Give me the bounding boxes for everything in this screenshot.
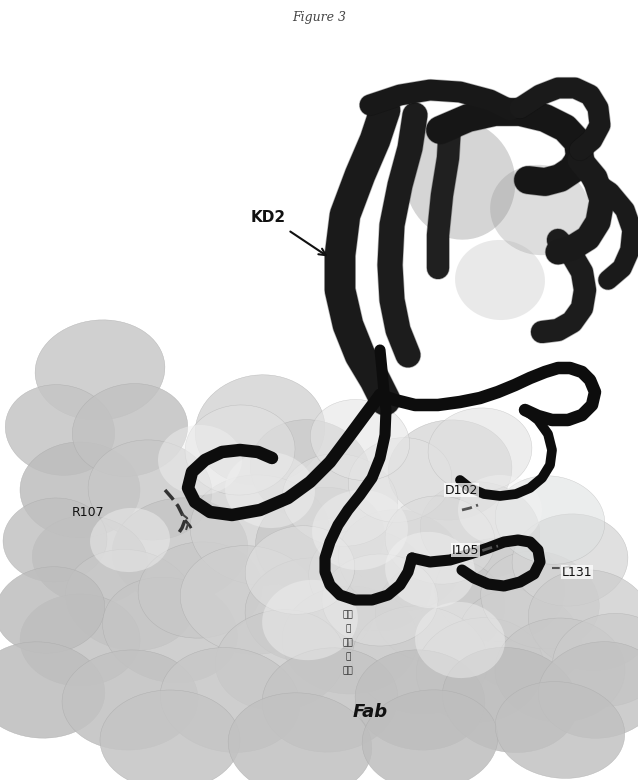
Ellipse shape (495, 618, 625, 722)
Ellipse shape (185, 405, 295, 495)
Ellipse shape (428, 408, 532, 492)
Ellipse shape (195, 374, 325, 485)
Ellipse shape (404, 120, 516, 239)
Ellipse shape (362, 690, 498, 780)
Ellipse shape (388, 420, 512, 520)
Ellipse shape (262, 648, 398, 752)
Ellipse shape (311, 399, 410, 480)
Text: ジス: ジス (343, 611, 353, 619)
Ellipse shape (0, 567, 105, 654)
Ellipse shape (282, 586, 418, 694)
Text: Figure 3: Figure 3 (292, 12, 346, 24)
Ellipse shape (528, 569, 638, 670)
Ellipse shape (88, 440, 212, 540)
Ellipse shape (62, 650, 198, 750)
Ellipse shape (490, 165, 590, 255)
Ellipse shape (190, 475, 330, 585)
Text: 結橋: 結橋 (343, 666, 353, 675)
Ellipse shape (250, 420, 370, 520)
Ellipse shape (480, 551, 599, 649)
Ellipse shape (160, 647, 300, 753)
Ellipse shape (282, 454, 397, 546)
Ellipse shape (245, 526, 355, 614)
Ellipse shape (415, 602, 505, 678)
Text: ド: ド (345, 653, 351, 661)
Ellipse shape (66, 549, 195, 651)
Text: フィ: フィ (343, 639, 353, 647)
Ellipse shape (435, 538, 565, 642)
Ellipse shape (355, 650, 485, 750)
Ellipse shape (20, 442, 140, 538)
Ellipse shape (348, 438, 452, 523)
Ellipse shape (138, 542, 262, 638)
Text: L131: L131 (562, 566, 593, 579)
Ellipse shape (158, 425, 242, 495)
Text: D102: D102 (445, 484, 478, 497)
Ellipse shape (72, 384, 188, 477)
Ellipse shape (495, 682, 625, 778)
Ellipse shape (442, 647, 577, 753)
Ellipse shape (455, 240, 545, 320)
Ellipse shape (512, 514, 628, 606)
Ellipse shape (375, 558, 505, 662)
Ellipse shape (322, 554, 438, 646)
Ellipse shape (245, 558, 375, 662)
Ellipse shape (553, 613, 638, 707)
Ellipse shape (312, 490, 408, 570)
Ellipse shape (100, 690, 240, 780)
Text: Fab: Fab (352, 703, 387, 721)
Text: ル: ル (345, 625, 351, 633)
Ellipse shape (538, 642, 638, 739)
Ellipse shape (228, 693, 372, 780)
Ellipse shape (112, 498, 248, 602)
Ellipse shape (255, 488, 385, 593)
Ellipse shape (225, 452, 315, 528)
Ellipse shape (495, 476, 605, 564)
Ellipse shape (352, 606, 488, 714)
Ellipse shape (90, 508, 170, 572)
Ellipse shape (3, 498, 107, 582)
Ellipse shape (35, 320, 165, 420)
Ellipse shape (338, 509, 462, 611)
Ellipse shape (420, 482, 540, 578)
Ellipse shape (458, 475, 542, 545)
Ellipse shape (0, 642, 105, 738)
Ellipse shape (309, 529, 431, 631)
Text: KD2: KD2 (251, 211, 286, 225)
Ellipse shape (20, 594, 140, 686)
Ellipse shape (103, 577, 237, 682)
Ellipse shape (181, 546, 320, 654)
Ellipse shape (416, 618, 544, 722)
Ellipse shape (33, 516, 148, 604)
Text: R107: R107 (72, 506, 105, 519)
Ellipse shape (215, 610, 345, 711)
Ellipse shape (459, 590, 581, 690)
Ellipse shape (385, 532, 475, 608)
Text: I105: I105 (452, 544, 480, 556)
Ellipse shape (385, 496, 495, 584)
Ellipse shape (262, 580, 358, 660)
Ellipse shape (5, 385, 115, 475)
